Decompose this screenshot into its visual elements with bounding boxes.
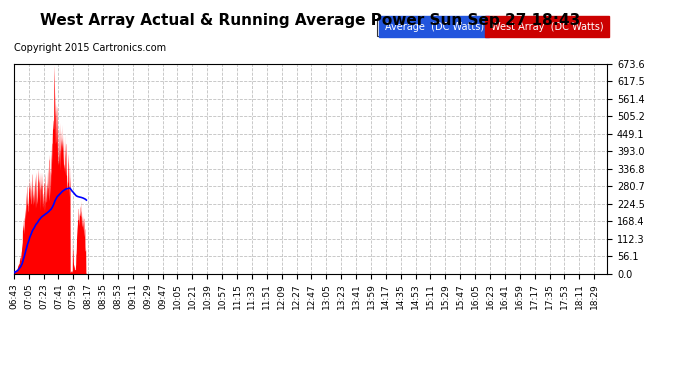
Text: Copyright 2015 Cartronics.com: Copyright 2015 Cartronics.com	[14, 43, 166, 53]
Legend: Average  (DC Watts), West Array  (DC Watts): Average (DC Watts), West Array (DC Watts…	[377, 18, 607, 36]
Text: West Array Actual & Running Average Power Sun Sep 27 18:43: West Array Actual & Running Average Powe…	[41, 13, 580, 28]
